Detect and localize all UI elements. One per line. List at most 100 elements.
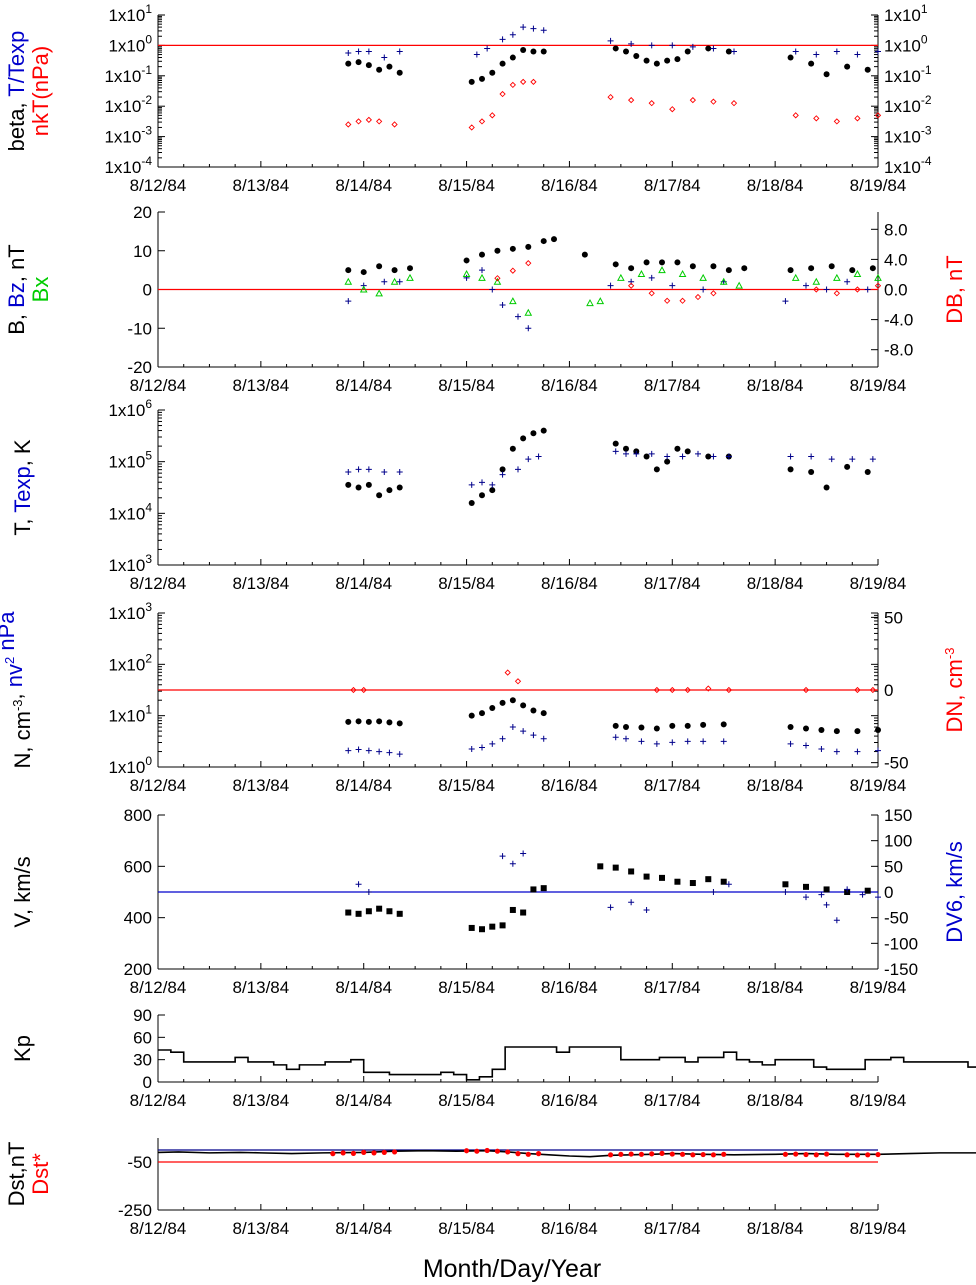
data-point — [489, 704, 496, 711]
data-point — [509, 297, 517, 305]
y-tick-label: 400 — [124, 909, 152, 928]
data-point — [468, 712, 475, 719]
y-right-tick-label: -4.0 — [884, 311, 913, 330]
data-point — [802, 686, 810, 694]
y-tick-label: -10 — [127, 319, 152, 338]
data-point — [355, 910, 362, 917]
data-point — [350, 1150, 357, 1156]
x-tick-label: 8/18/84 — [747, 776, 804, 795]
x-tick-label: 8/17/84 — [644, 1219, 701, 1238]
data-point — [669, 42, 676, 49]
data-point — [479, 744, 485, 751]
x-tick-label: 8/19/84 — [850, 978, 907, 997]
data-point — [525, 456, 532, 463]
data-point — [515, 1151, 521, 1157]
data-point — [864, 286, 871, 293]
data-point — [699, 273, 707, 281]
series-dot — [345, 427, 871, 506]
data-point — [540, 885, 547, 892]
data-point — [540, 710, 547, 717]
data-point — [396, 484, 403, 491]
data-point — [844, 463, 851, 470]
data-point — [874, 273, 882, 281]
data-point — [345, 469, 352, 475]
data-point — [853, 269, 862, 277]
data-point — [359, 285, 368, 293]
data-point — [499, 853, 506, 860]
data-point — [854, 728, 861, 735]
data-point — [462, 269, 471, 277]
data-point — [803, 742, 809, 749]
data-point — [391, 121, 398, 128]
data-point — [844, 278, 851, 285]
data-point — [520, 435, 527, 442]
data-point — [710, 263, 717, 270]
y-right-tick-label: 100 — [884, 832, 912, 851]
data-point — [345, 121, 352, 128]
data-point — [484, 1147, 490, 1154]
panel-beta: 8/12/84 8/13/84 8/14/84 8/15/84 8/16/84 8/17/… — [4, 2, 932, 195]
y-tick-label: 1x103 — [108, 552, 152, 575]
data-point — [386, 908, 393, 915]
x-tick-label: 8/17/84 — [644, 376, 701, 395]
data-point — [844, 1152, 850, 1158]
data-point — [823, 484, 830, 491]
panel-kp: 8/12/84 8/13/84 8/14/84 8/15/84 8/16/84 8/17/… — [10, 1006, 976, 1110]
data-point — [720, 721, 727, 728]
data-point — [330, 1151, 336, 1157]
data-point — [643, 453, 650, 460]
data-point — [731, 48, 737, 55]
data-point — [782, 1151, 789, 1157]
x-tick-label: 8/12/84 — [130, 376, 187, 395]
data-point — [689, 880, 696, 887]
series-dot — [345, 236, 876, 276]
data-point — [551, 236, 557, 243]
data-point — [643, 873, 650, 880]
data-point — [684, 48, 691, 55]
x-tick-label: 8/12/84 — [130, 176, 187, 195]
data-point — [638, 724, 645, 731]
series-square — [345, 863, 871, 933]
y-right-tick-label: -50 — [884, 754, 909, 773]
data-point — [345, 747, 352, 754]
data-point — [643, 57, 650, 64]
y-tick-label: 90 — [133, 1006, 152, 1025]
data-point — [720, 878, 727, 885]
y-tick-label: 10 — [133, 242, 152, 261]
data-point — [355, 746, 362, 753]
data-point — [648, 100, 655, 107]
y-tick-label: 1x100 — [108, 754, 152, 777]
data-point — [705, 45, 712, 52]
data-point — [612, 448, 619, 455]
data-point — [705, 453, 712, 460]
data-point — [653, 466, 660, 473]
data-point — [530, 732, 537, 739]
data-point — [669, 106, 676, 113]
data-point — [803, 725, 809, 732]
data-point — [525, 243, 532, 250]
data-point — [499, 699, 506, 706]
data-point — [365, 466, 372, 473]
data-point — [540, 427, 547, 434]
data-point — [509, 81, 516, 89]
data-point — [345, 298, 352, 305]
data-point — [478, 273, 486, 281]
data-point — [854, 115, 861, 122]
data-point — [710, 453, 717, 460]
data-point — [468, 481, 475, 488]
data-point — [340, 1150, 346, 1156]
y-tick-label: 1x104 — [108, 500, 152, 523]
data-point — [478, 118, 486, 125]
data-point — [504, 669, 511, 676]
x-tick-label: 8/15/84 — [438, 1091, 495, 1110]
data-point — [345, 481, 352, 488]
data-point — [396, 751, 403, 758]
data-point — [607, 282, 614, 289]
data-point — [844, 886, 851, 893]
series-plus — [355, 850, 881, 924]
data-point — [396, 720, 403, 727]
data-point — [628, 1151, 634, 1157]
data-point — [489, 481, 496, 488]
data-point — [669, 686, 676, 694]
data-point — [628, 265, 635, 272]
